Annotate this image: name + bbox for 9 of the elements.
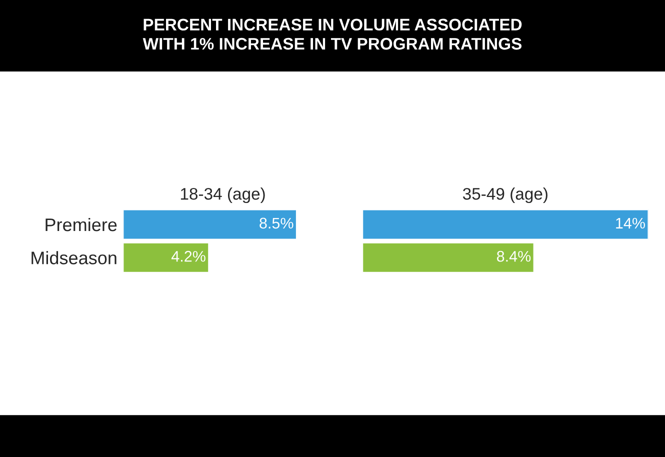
data-label: 8.4% (496, 250, 531, 262)
data-label: 4.2% (171, 250, 206, 262)
data-label: 8.5% (260, 218, 294, 229)
chart-title: 35-49 (age) (462, 188, 548, 204)
text: PERCENT INCREASE IN VOLUME ASSOCIATED WITH 1% INCREASE IN TV PROGRAM RATINGS (142, 18, 522, 50)
y-tick-label: Premiere (46, 218, 117, 232)
chart-title: 18-34 (age) (180, 188, 265, 204)
data-label: 14% (616, 218, 645, 229)
y-tick-label: Midseason (32, 251, 116, 264)
